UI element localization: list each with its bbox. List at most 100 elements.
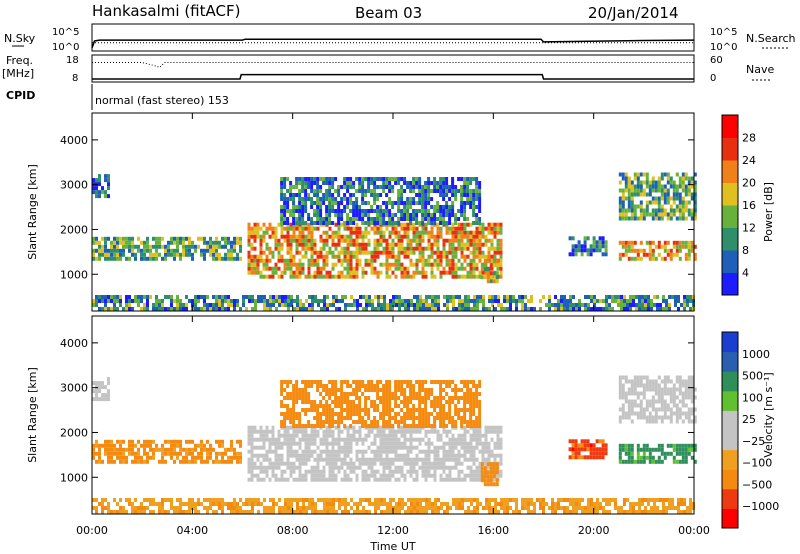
range-gate-cell [632, 303, 635, 307]
range-gate-cell [290, 502, 293, 506]
range-gate-cell [256, 465, 260, 470]
range-gate-cell [289, 469, 293, 474]
range-gate-cell [421, 221, 425, 225]
range-gate-cell [442, 416, 446, 420]
range-gate-cell [460, 445, 464, 450]
range-gate-cell [173, 451, 176, 456]
range-gate-cell [641, 299, 644, 303]
range-gate-cell [478, 242, 482, 247]
range-gate-cell [289, 445, 293, 450]
range-gate-cell [298, 250, 302, 255]
range-gate-cell [361, 424, 365, 428]
range-gate-cell [469, 412, 473, 416]
range-gate-cell [371, 303, 374, 307]
range-gate-cell [499, 226, 503, 231]
range-gate-cell [206, 295, 209, 299]
range-gate-cell [621, 188, 625, 193]
range-gate-cell [460, 437, 464, 442]
range-gate-cell [458, 299, 461, 303]
range-gate-cell [262, 234, 266, 239]
range-gate-cell [173, 236, 176, 241]
range-gate-cell [466, 424, 470, 428]
range-gate-cell [494, 295, 497, 299]
range-gate-cell [515, 307, 518, 311]
range-gate-cell [415, 380, 419, 384]
range-gate-cell [463, 205, 467, 209]
range-gate-cell [421, 396, 425, 400]
range-gate-cell [380, 303, 383, 307]
range-gate-cell [215, 510, 218, 514]
range-gate-cell [400, 473, 404, 478]
range-gate-cell [493, 445, 497, 450]
range-gate-cell [618, 216, 622, 221]
range-gate-cell [690, 184, 694, 189]
range-gate-cell [460, 262, 464, 267]
range-gate-cell [412, 392, 416, 396]
range-gate-cell [92, 248, 95, 253]
range-gate-cell [236, 299, 239, 303]
range-gate-cell [412, 270, 416, 275]
range-gate-cell [388, 380, 392, 384]
range-gate-cell [684, 379, 688, 384]
range-gate-cell [379, 473, 383, 478]
range-gate-cell [140, 510, 143, 514]
range-gate-cell [427, 461, 431, 466]
range-gate-cell [373, 201, 377, 205]
range-gate-cell [449, 299, 452, 303]
range-gate-cell [358, 262, 362, 267]
range-gate-cell [448, 453, 452, 458]
range-gate-cell [314, 506, 317, 510]
range-gate-cell [437, 307, 440, 311]
range-gate-cell [274, 461, 278, 466]
range-gate-cell [577, 248, 581, 253]
range-gate-cell [311, 303, 314, 307]
range-gate-cell [454, 424, 458, 428]
range-gate-cell [104, 397, 107, 402]
range-gate-cell [412, 197, 416, 201]
range-gate-cell [104, 451, 107, 456]
range-gate-cell [394, 388, 398, 392]
range-gate-cell [286, 380, 290, 384]
range-gate-cell [299, 307, 302, 311]
range-gate-cell [143, 244, 146, 249]
range-gate-cell [527, 299, 530, 303]
range-gate-cell [280, 453, 284, 458]
range-gate-cell [479, 299, 482, 303]
range-gate-cell [355, 177, 359, 181]
range-gate-cell [262, 274, 266, 279]
range-gate-cell [642, 447, 646, 452]
range-gate-cell [283, 221, 287, 225]
range-gate-cell [137, 447, 140, 452]
range-gate-cell [313, 246, 317, 251]
range-gate-cell [627, 459, 631, 464]
range-gate-cell [382, 408, 386, 412]
range-gate-cell [373, 266, 377, 271]
range-gate-cell [343, 181, 347, 185]
range-gate-cell [125, 498, 128, 502]
range-gate-cell [373, 226, 377, 231]
range-gate-cell [394, 420, 398, 424]
range-gate-cell [681, 411, 685, 416]
range-gate-cell [358, 429, 362, 434]
range-gate-cell [621, 252, 625, 257]
range-gate-cell [316, 408, 320, 412]
range-gate-cell [412, 189, 416, 193]
range-gate-cell [418, 408, 422, 412]
range-gate-cell [265, 242, 269, 247]
range-gate-cell [418, 230, 422, 235]
range-gate-cell [678, 200, 682, 205]
range-gate-cell [358, 234, 362, 239]
range-gate-cell [639, 379, 643, 384]
range-gate-cell [492, 279, 496, 284]
range-gate-cell [119, 455, 122, 460]
range-gate-cell [672, 184, 676, 189]
range-gate-cell [644, 303, 647, 307]
range-gate-cell [391, 254, 395, 259]
range-gate-cell [200, 439, 203, 444]
range-gate-cell [467, 295, 470, 299]
range-gate-cell [131, 459, 134, 464]
range-gate-cell [334, 230, 338, 235]
velocity-heatmap [92, 375, 697, 514]
range-gate-cell [188, 236, 191, 241]
range-gate-cell [642, 455, 646, 460]
